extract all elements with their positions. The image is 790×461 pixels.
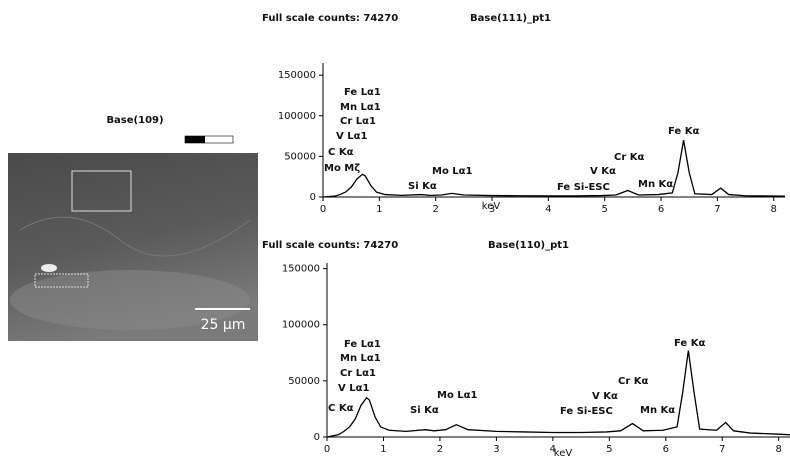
peak-label: V Kα [592,391,618,402]
x-tick-label: 6 [663,444,669,455]
peak-label: Fe Lα1 [344,87,381,98]
peak-label: Cr Kα [614,152,645,163]
x-tick-label: 8 [776,444,782,455]
y-tick-label: 150000 [282,264,320,275]
peak-label: Fe Kα [668,126,699,137]
y-tick-label: 100000 [278,111,316,122]
image-title: Base(109) [106,115,163,126]
x-tick-label: 0 [320,204,326,215]
y-tick-label: 150000 [278,70,316,81]
x-tick-label: 7 [719,444,725,455]
sem-panel: Base(109) 25 µm [8,115,258,341]
peak-label: Mo Mζ [324,163,360,174]
colorbar-dark [185,136,205,143]
x-tick-label: 6 [658,204,664,215]
peak-label: V Lα1 [338,383,369,394]
peak-label: Si Kα [410,405,439,416]
peak-label: C Kα [328,147,354,158]
x-tick-label: 2 [432,204,438,215]
y-tick-label: 0 [314,432,320,443]
x-tick-label: 5 [602,204,608,215]
x-tick-label: 5 [606,444,612,455]
peak-label: Mn Kα [638,179,673,190]
figure: Base(109) 25 µm Full scale counts: 74270… [0,0,790,461]
peak-label: Mo Lα1 [432,166,473,177]
x-tick-label: 8 [771,204,777,215]
x-tick-label: 3 [493,444,499,455]
spectrum-line [327,351,790,437]
peak-label: V Lα1 [336,131,367,142]
peak-label: Cr Kα [618,376,649,387]
peak-label: Mn Kα [640,405,675,416]
x-axis-label: keV [554,448,573,459]
peak-label: Fe Si-ESC [560,406,613,417]
peak-label: Fe Kα [674,338,705,349]
peak-label: Mo Lα1 [437,390,478,401]
peak-label: Mn Lα1 [340,353,381,364]
particle [41,264,57,272]
scale-bar-label: 25 µm [201,317,246,333]
chart-header: Full scale counts: 74270 [262,240,398,251]
y-tick-label: 50000 [288,376,320,387]
x-tick-label: 2 [437,444,443,455]
x-tick-label: 7 [714,204,720,215]
y-tick-label: 0 [310,192,316,203]
peak-label: Cr Lα1 [340,116,376,127]
x-tick-label: 4 [545,204,551,215]
x-tick-label: 0 [324,444,330,455]
x-axis-label: keV [482,201,501,212]
chart-header: Full scale counts: 74270 [262,13,398,24]
chart-title: Base(110)_pt1 [488,240,569,251]
peak-label: Mn Lα1 [340,102,381,113]
chart-title: Base(111)_pt1 [470,13,551,24]
page: Base(109) 25 µm Full scale counts: 74270… [0,0,790,461]
y-tick-label: 50000 [284,151,316,162]
peak-label: C Kα [328,403,354,414]
x-tick-label: 1 [380,444,386,455]
peak-label: V Kα [590,166,616,177]
peak-label: Si Kα [408,181,437,192]
peak-label: Cr Lα1 [340,368,376,379]
peak-label: Fe Lα1 [344,339,381,350]
y-tick-label: 100000 [282,320,320,331]
spectrum-line [323,140,785,197]
x-tick-label: 1 [376,204,382,215]
peak-label: Fe Si-ESC [557,182,610,193]
